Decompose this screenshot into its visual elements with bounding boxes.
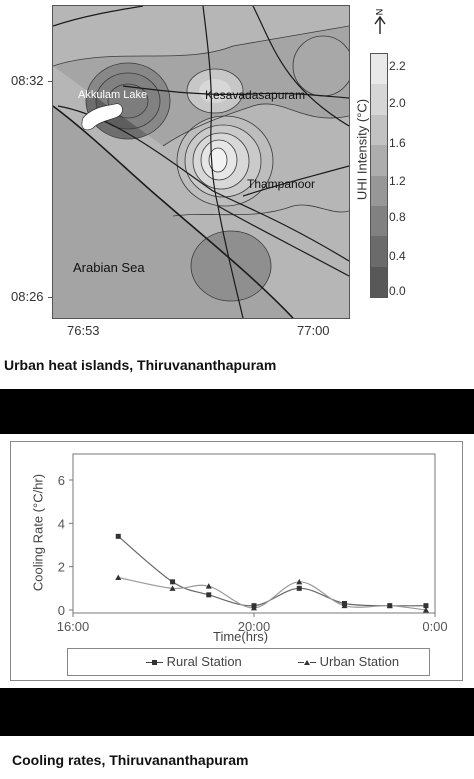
map-x-tick-left: 76:53 (67, 323, 100, 338)
colorbar-label: 0.8 (389, 210, 406, 224)
cooling-chart-panel (10, 441, 463, 681)
colorbar-label: 1.2 (389, 174, 406, 188)
legend-item-rural: Rural Station (146, 654, 242, 669)
roads (53, 6, 349, 318)
colorbar (370, 53, 388, 298)
x-axis-label: Time(hrs) (213, 629, 269, 644)
series-lines (117, 535, 427, 611)
svg-text:N: N (374, 9, 384, 16)
map-y-tick-bottom: 08:26 (11, 289, 44, 304)
series-markers (115, 533, 429, 613)
y-tick-label: 2 (58, 560, 65, 575)
triangle-marker-icon (304, 660, 310, 666)
rural-point (423, 603, 429, 609)
legend-item-urban: Urban Station (298, 654, 399, 669)
y-tick-label: 4 (58, 516, 65, 531)
map-caption: Urban heat islands, Thiruvananthapuram (4, 357, 277, 373)
x-tick-label: 16:00 (57, 619, 90, 634)
map-y-tick-top: 08:32 (11, 73, 44, 88)
urban-point (422, 607, 429, 613)
urban-point (205, 583, 212, 589)
urban-point (169, 585, 176, 591)
urban-point (296, 578, 303, 585)
y-tick-label: 6 (58, 473, 65, 488)
legend: Rural Station Urban Station (67, 648, 430, 676)
contour-lines (53, 25, 349, 302)
colorbar-label: 0.0 (389, 284, 406, 298)
uhi-contour-map (53, 6, 349, 318)
urban-point (251, 604, 257, 611)
akkulam-lake-shape (81, 103, 123, 131)
rural-point (206, 592, 212, 598)
series-line-rural (117, 535, 426, 607)
label-arabian-sea: Arabian Sea (73, 260, 145, 275)
rural-point (115, 533, 121, 539)
y-axis-label: Cooling Rate (°C/hr) (30, 473, 46, 592)
rural-point (170, 579, 176, 585)
colorbar-label: 2.0 (389, 96, 406, 110)
coastline (53, 105, 294, 318)
separator-band (0, 389, 474, 434)
urban-point (115, 574, 122, 580)
series-line-urban (118, 576, 427, 611)
x-tick-label: 20:00 (238, 619, 271, 634)
x-tick-label: 0:00 (422, 619, 447, 634)
label-thampanoor: Thampanoor (247, 177, 316, 191)
y-tick-label: 0 (58, 603, 65, 618)
rural-point (296, 585, 302, 591)
label-akkulam-lake: Akkulam Lake (78, 89, 148, 101)
y-axis-ticks: 0 2 4 6 (58, 473, 73, 618)
sea-region (53, 46, 293, 318)
urban-point (386, 602, 393, 609)
north-arrow-icon: N (370, 4, 390, 34)
x-axis-ticks: 16:00 20:00 0:00 (57, 613, 448, 634)
colorbar-label: 2.2 (389, 59, 406, 73)
plot-area (72, 453, 436, 614)
square-marker-icon (152, 660, 157, 666)
separator-band (0, 688, 474, 736)
colorbar-label: 0.4 (389, 249, 406, 263)
colorbar-label: 1.6 (389, 136, 406, 150)
label-kesavadasapuram: Kesavadasapuram (205, 88, 306, 102)
chart-caption: Cooling rates, Thiruvananthapuram (12, 752, 249, 768)
uhi-map (52, 5, 350, 319)
map-x-tick-right: 77:00 (297, 323, 330, 338)
urban-point (341, 602, 348, 609)
